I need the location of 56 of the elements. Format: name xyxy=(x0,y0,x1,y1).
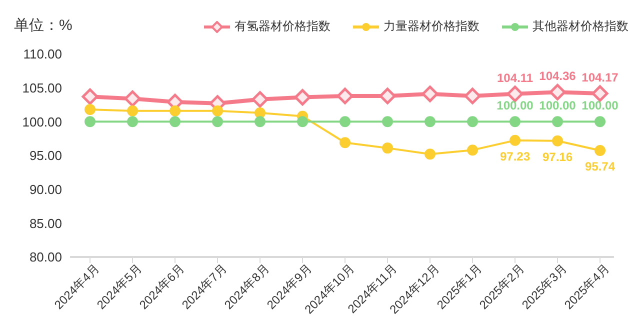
point xyxy=(422,86,438,102)
point xyxy=(552,116,563,128)
point xyxy=(84,104,96,115)
point xyxy=(340,137,350,148)
y-tick-label: 80.00 xyxy=(29,250,62,265)
data-label: 104.36 xyxy=(539,69,576,84)
point xyxy=(84,116,96,128)
point xyxy=(382,142,393,154)
point xyxy=(170,105,180,116)
point xyxy=(464,88,481,104)
point xyxy=(254,116,266,128)
point xyxy=(510,116,520,128)
point xyxy=(340,116,350,128)
data-label: 100.00 xyxy=(539,98,576,113)
data-label: 104.11 xyxy=(496,70,534,85)
data-label: 97.16 xyxy=(542,150,573,164)
point xyxy=(424,148,436,160)
point xyxy=(467,144,478,156)
y-tick-label: 90.00 xyxy=(29,182,62,197)
data-label: 95.74 xyxy=(584,159,616,174)
legend-label: 力量器材价格指数 xyxy=(382,18,480,35)
point xyxy=(252,91,268,108)
legend-label: 有氢器材价格指数 xyxy=(234,18,330,35)
point xyxy=(552,135,563,146)
legend-label: 其他器材价格指数 xyxy=(532,18,628,35)
point xyxy=(82,88,98,105)
point xyxy=(506,86,524,102)
point xyxy=(510,134,520,146)
point xyxy=(549,84,566,100)
y-tick-label: 110.00 xyxy=(23,46,62,62)
point xyxy=(124,90,141,107)
data-label: 97.23 xyxy=(500,149,530,164)
point xyxy=(127,116,138,128)
point xyxy=(212,105,223,116)
data-label: 104.17 xyxy=(582,70,619,84)
point xyxy=(336,88,354,104)
point xyxy=(127,105,138,116)
y-tick-label: 85.00 xyxy=(29,216,62,231)
point xyxy=(467,116,478,128)
point xyxy=(424,116,436,128)
data-label: 100.00 xyxy=(496,98,534,113)
point xyxy=(594,116,606,128)
point xyxy=(170,116,180,128)
y-tick-label: 95.00 xyxy=(29,148,62,164)
y-tick-label: 105.00 xyxy=(22,80,62,96)
point xyxy=(592,85,608,102)
point xyxy=(382,116,393,128)
data-label: 100.00 xyxy=(582,98,619,113)
point xyxy=(254,107,266,118)
point xyxy=(379,88,396,104)
point xyxy=(294,89,311,106)
point xyxy=(212,116,223,128)
point xyxy=(297,116,308,128)
point xyxy=(594,144,606,156)
y-axis-title: 单位：% xyxy=(14,16,72,35)
y-tick-label: 100.00 xyxy=(22,114,62,130)
